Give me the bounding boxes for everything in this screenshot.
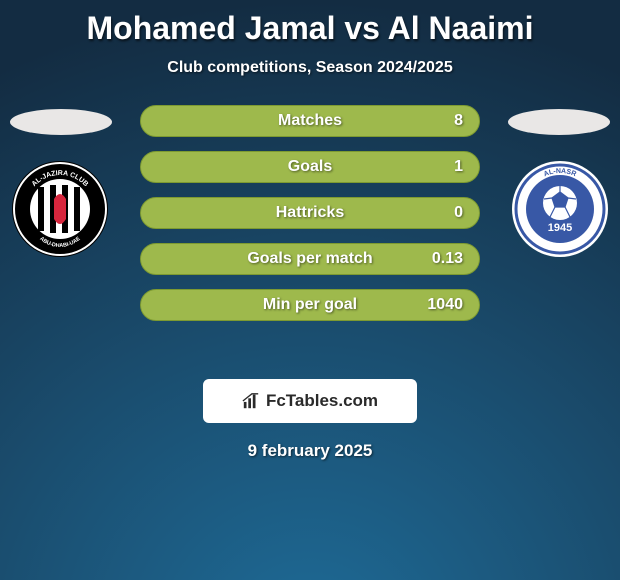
stat-value: 0 xyxy=(454,204,463,222)
stat-label: Matches xyxy=(141,112,479,130)
subtitle: Club competitions, Season 2024/2025 xyxy=(0,59,620,77)
stat-bars: Matches8Goals1Hattricks0Goals per match0… xyxy=(140,105,480,321)
comparison-stage: AL-JAZIRA CLUB ABU-DHABI-UAE xyxy=(0,101,620,361)
stat-bar: Goals per match0.13 xyxy=(140,243,480,275)
brand-link[interactable]: FcTables.com xyxy=(203,379,417,423)
brand-chart-icon xyxy=(242,392,260,410)
stat-bar: Min per goal1040 xyxy=(140,289,480,321)
page-title: Mohamed Jamal vs Al Naaimi xyxy=(0,0,620,47)
stat-label: Goals xyxy=(141,158,479,176)
stat-value: 1 xyxy=(454,158,463,176)
player-shadow-right xyxy=(508,109,610,135)
club-badge-left: AL-JAZIRA CLUB ABU-DHABI-UAE xyxy=(10,159,110,259)
stat-value: 1040 xyxy=(427,296,463,314)
stat-bar: Goals1 xyxy=(140,151,480,183)
stat-bar: Matches8 xyxy=(140,105,480,137)
stat-value: 8 xyxy=(454,112,463,130)
club-badge-right: 1945 AL-NASR xyxy=(510,159,610,259)
stat-label: Goals per match xyxy=(141,250,479,268)
brand-text: FcTables.com xyxy=(266,391,378,411)
footer-date: 9 february 2025 xyxy=(0,441,620,461)
stat-value: 0.13 xyxy=(432,250,463,268)
stat-bar: Hattricks0 xyxy=(140,197,480,229)
player-shadow-left xyxy=(10,109,112,135)
club-right-year: 1945 xyxy=(548,222,572,234)
stat-label: Hattricks xyxy=(141,204,479,222)
